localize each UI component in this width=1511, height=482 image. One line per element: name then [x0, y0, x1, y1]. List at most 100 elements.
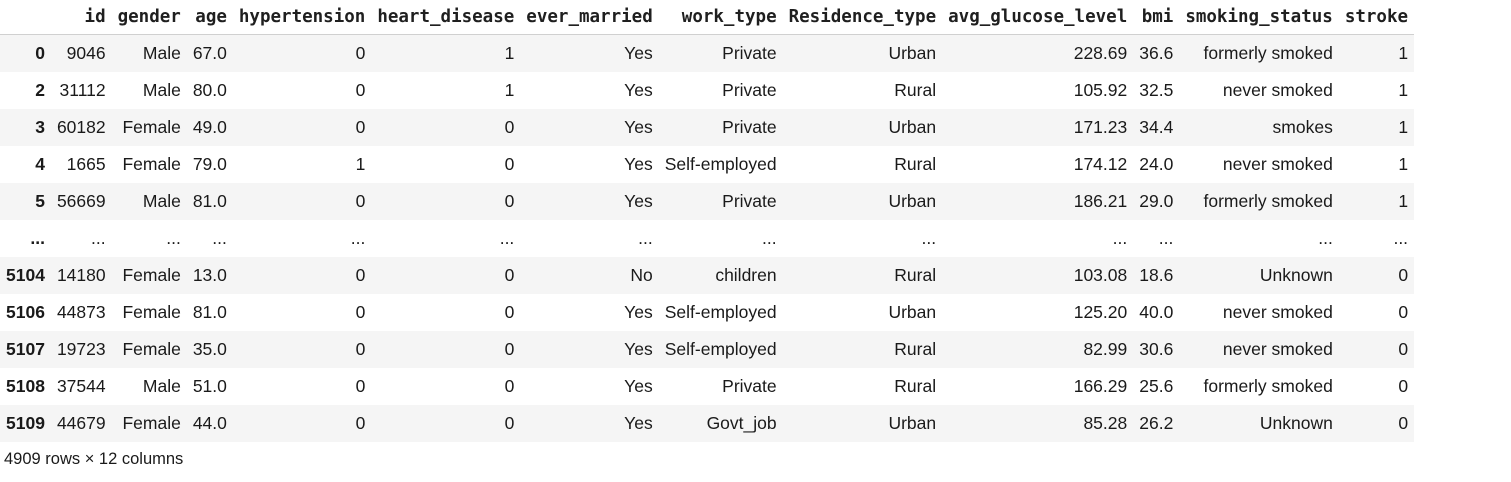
- table-cell: 0: [1398, 265, 1409, 285]
- table-cell: Male: [142, 376, 181, 396]
- table-row: 5 56669 Male 81.0 0 0 Yes Private Urban 186.21 29.…: [0, 183, 1415, 220]
- row-index: 3: [35, 117, 45, 137]
- table-cell: 0: [1398, 413, 1409, 433]
- table-cell: 0: [355, 191, 366, 211]
- table-cell: never smoked: [1222, 339, 1333, 359]
- column-header: avg_glucose_level: [942, 0, 1134, 35]
- table-cell: ...: [350, 228, 366, 248]
- column-header: work_type: [658, 0, 783, 35]
- table-cell: 105.92: [1073, 80, 1128, 100]
- table-cell: Unknown: [1259, 265, 1333, 285]
- table-cell: never smoked: [1222, 80, 1333, 100]
- table-cell: 0: [504, 302, 515, 322]
- table-cell: Rural: [894, 376, 937, 396]
- table-cell: ...: [921, 228, 937, 248]
- column-header: ever_married: [520, 0, 659, 35]
- table-cell: ...: [1318, 228, 1333, 248]
- table-cell: 80.0: [192, 80, 227, 100]
- table-row: 4 1665 Female 79.0 1 0 Yes Self-employed Rural 17…: [0, 146, 1415, 183]
- table-cell: Rural: [894, 265, 937, 285]
- table-cell: Urban: [888, 117, 937, 137]
- table-cell: 0: [355, 43, 366, 63]
- row-index: 2: [35, 80, 45, 100]
- table-cell: 0: [504, 191, 515, 211]
- row-index: 4: [35, 154, 45, 174]
- table-cell: Self-employed: [664, 339, 777, 359]
- table-row: 3 60182 Female 49.0 0 0 Yes Private Urban 171.23 3…: [0, 109, 1415, 146]
- table-cell: Female: [122, 413, 181, 433]
- table-cell: 34.4: [1139, 117, 1174, 137]
- row-index: 5: [35, 191, 45, 211]
- table-cell: ...: [1112, 228, 1128, 248]
- table-cell: 60182: [56, 117, 106, 137]
- table-cell: 29.0: [1139, 191, 1174, 211]
- table-cell: 1: [504, 43, 515, 63]
- table-cell: Female: [122, 154, 181, 174]
- table-cell: Private: [722, 43, 777, 63]
- table-cell: 0: [355, 265, 366, 285]
- table-cell: 31112: [59, 80, 106, 100]
- table-cell: 186.21: [1073, 191, 1128, 211]
- table-cell: Female: [122, 302, 181, 322]
- table-cell: Yes: [624, 339, 653, 359]
- table-cell: Rural: [894, 154, 937, 174]
- table-cell: 36.6: [1139, 43, 1174, 63]
- shape-summary: 4909 rows × 12 columns: [4, 450, 184, 468]
- table-cell: 67.0: [192, 43, 227, 63]
- table-cell: Yes: [624, 191, 653, 211]
- table-cell: ...: [91, 228, 106, 248]
- table-cell: 79.0: [192, 154, 227, 174]
- table-row: 5104 14180 Female 13.0 0 0 No children Rural 103.…: [0, 257, 1415, 294]
- table-row: 0 9046 Male 67.0 0 1 Yes Private Urban 228.69 36.6…: [0, 34, 1415, 72]
- table-cell: 1665: [66, 154, 106, 174]
- table-cell: children: [715, 265, 777, 285]
- row-index: 5109: [6, 413, 45, 433]
- table-cell: Urban: [888, 191, 937, 211]
- table-cell: 0: [1398, 376, 1409, 396]
- table-cell: Private: [722, 191, 777, 211]
- table-cell: formerly smoked: [1203, 43, 1333, 63]
- table-body: 0 9046 Male 67.0 0 1 Yes Private Urban 228.69 36.6…: [0, 34, 1415, 442]
- table-cell: ...: [1393, 228, 1409, 248]
- table-cell: Male: [142, 43, 181, 63]
- table-cell: 166.29: [1073, 376, 1128, 396]
- column-header: id: [50, 0, 112, 35]
- table-cell: Govt_job: [706, 413, 777, 433]
- table-cell: 0: [504, 117, 515, 137]
- table-cell: No: [630, 265, 653, 285]
- table-cell: 0: [355, 339, 366, 359]
- table-row: 2 31112 Male 80.0 0 1 Yes Private Rural 105.92 32.…: [0, 72, 1415, 109]
- table-row: 5109 44679 Female 44.0 0 0 Yes Govt_job Urban 85.…: [0, 405, 1415, 442]
- table-cell: 30.6: [1139, 339, 1174, 359]
- table-cell: 85.28: [1083, 413, 1128, 433]
- table-cell: 0: [355, 376, 366, 396]
- table-cell: ...: [762, 228, 777, 248]
- table-cell: formerly smoked: [1203, 191, 1333, 211]
- table-cell: 26.2: [1139, 413, 1174, 433]
- column-header: bmi: [1133, 0, 1180, 35]
- table-cell: Female: [122, 339, 181, 359]
- table-cell: Unknown: [1259, 413, 1333, 433]
- table-cell: 0: [504, 339, 515, 359]
- table-cell: 25.6: [1139, 376, 1174, 396]
- table-cell: Yes: [624, 43, 653, 63]
- table-cell: Rural: [894, 80, 937, 100]
- table-cell: 1: [1398, 154, 1409, 174]
- table-cell: 1: [1398, 191, 1409, 211]
- table-cell: Yes: [624, 413, 653, 433]
- table-cell: Male: [142, 191, 181, 211]
- table-cell: Rural: [894, 339, 937, 359]
- table-cell: formerly smoked: [1203, 376, 1333, 396]
- table-cell: Female: [122, 117, 181, 137]
- table-cell: 0: [355, 302, 366, 322]
- table-cell: 1: [1398, 43, 1409, 63]
- dataframe-table: id gender age hypertension heart_disease ever…: [0, 0, 1415, 442]
- table-cell: 228.69: [1073, 43, 1128, 63]
- table-cell: Male: [142, 80, 181, 100]
- table-cell: 1: [1398, 80, 1409, 100]
- table-cell: 37544: [56, 376, 106, 396]
- table-cell: 49.0: [192, 117, 227, 137]
- table-cell: 24.0: [1139, 154, 1174, 174]
- column-header: gender: [111, 0, 187, 35]
